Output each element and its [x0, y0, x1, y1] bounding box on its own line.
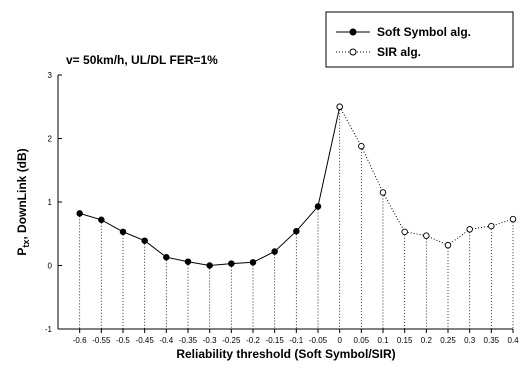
data-point-soft-symbol	[314, 203, 322, 210]
legend-swatch-marker-soft-symbol	[349, 28, 357, 36]
x-tick-label: 0.1	[377, 336, 389, 345]
data-point-sir	[488, 222, 495, 230]
x-tick-label: 0.25	[440, 336, 456, 345]
legend-box	[325, 11, 514, 68]
x-tick-label: -0.3	[203, 336, 217, 345]
x-axis-title: Reliability threshold (Soft Symbol/SIR)	[176, 347, 395, 361]
x-tick-label: -0.4	[159, 336, 173, 345]
x-tick-label: -0.25	[222, 336, 241, 345]
data-point-sir	[401, 228, 408, 236]
x-tick-label: -0.1	[289, 336, 303, 345]
data-point-soft-symbol	[249, 259, 257, 266]
y-axis-title-rest: , DownLink (dB)	[15, 148, 29, 239]
x-tick-label: -0.6	[73, 336, 87, 345]
x-tick-label: -0.05	[309, 336, 328, 345]
chart-annotation: v= 50km/h, UL/DL FER=1%	[66, 53, 218, 67]
y-tick-label: 3	[48, 71, 53, 80]
data-point-soft-symbol	[98, 216, 105, 224]
data-point-sir	[444, 241, 452, 249]
x-tick-label: 0.15	[397, 336, 413, 345]
data-point-sir	[379, 189, 387, 196]
data-point-sir	[423, 232, 430, 239]
data-point-sir	[358, 142, 365, 150]
legend-label-sir: SIR alg.	[377, 45, 421, 59]
data-point-sir	[466, 226, 473, 233]
legend: Soft Symbol alg. SIR alg.	[325, 11, 514, 68]
y-axis-title: Ptx, DownLink (dB)	[15, 148, 31, 255]
data-point-soft-symbol	[76, 210, 83, 217]
legend-swatch-marker-sir	[349, 48, 357, 56]
x-tick-label: -0.15	[266, 336, 285, 345]
x-tick-label: 0	[337, 336, 342, 345]
x-tick-label: 0.3	[464, 336, 476, 345]
x-tick-label: -0.2	[246, 336, 260, 345]
data-point-sir	[336, 103, 343, 110]
x-tick-label: 0.05	[354, 336, 370, 345]
series-layer	[76, 103, 517, 269]
x-tick-label: 0.4	[507, 336, 519, 345]
data-point-soft-symbol	[163, 253, 170, 261]
x-tick-label: 0.2	[421, 336, 433, 345]
data-point-soft-symbol	[206, 262, 213, 269]
data-point-soft-symbol	[228, 260, 235, 267]
y-tick-label: 2	[48, 135, 53, 144]
data-point-soft-symbol	[184, 258, 192, 265]
data-point-soft-symbol	[141, 237, 148, 244]
series-line-soft-symbol	[79, 106, 341, 267]
y-tick-label: 1	[48, 198, 53, 207]
data-point-soft-symbol	[293, 227, 300, 235]
y-tick-label: 0	[48, 262, 53, 271]
x-tick-label: -0.5	[116, 336, 130, 345]
y-axis-title-subscript: tx	[21, 240, 31, 248]
legend-label-soft-symbol: Soft Symbol alg.	[377, 25, 471, 39]
x-tick-label: -0.35	[179, 336, 198, 345]
data-point-sir	[509, 215, 517, 223]
x-tick-label: -0.45	[136, 336, 155, 345]
axes: -1 0 1 2 3 -0.6 -0.55 -0.5 -0.45 -0.4 -0.35 -0.3 -0.…	[45, 71, 519, 345]
x-tick-label: 0.35	[484, 336, 500, 345]
data-point-soft-symbol	[271, 248, 278, 255]
data-point-soft-symbol	[119, 228, 127, 236]
x-tick-label: -0.55	[92, 336, 111, 345]
y-axis-title-main: P	[15, 248, 29, 256]
y-tick-label: -1	[45, 325, 53, 334]
drop-lines	[79, 106, 514, 329]
series-line-sir	[339, 106, 514, 246]
